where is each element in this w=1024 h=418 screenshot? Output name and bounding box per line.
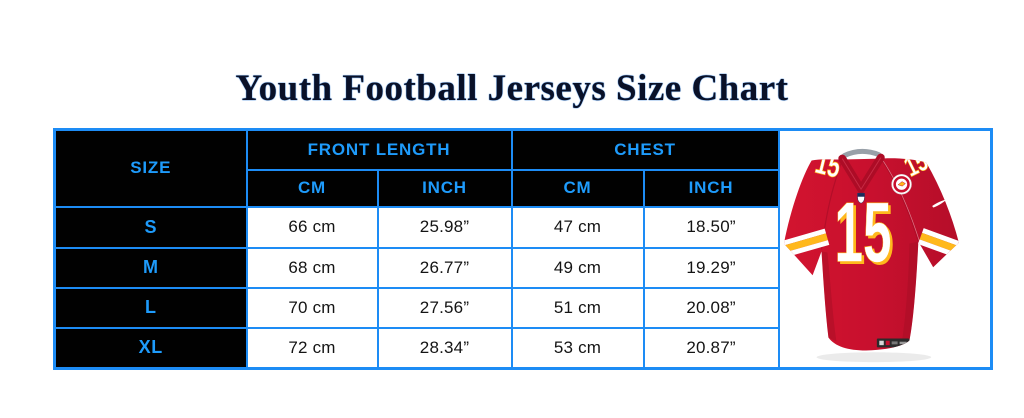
header-front-length: FRONT LENGTH [245, 128, 513, 171]
front-cm-cell: 66 cm [245, 205, 379, 249]
front-inch-cell: 28.34” [376, 326, 513, 370]
size-cell: L [53, 286, 248, 329]
header-row-units: CM INCH CM INCH [55, 168, 992, 208]
back-collar [841, 148, 881, 159]
left-side-shade [821, 251, 836, 342]
chest-cm-cell: 53 cm [510, 326, 645, 370]
chest-cm-cell: 51 cm [510, 286, 645, 329]
chest-inch-cell: 20.87” [642, 326, 780, 370]
chest-inch-cell: 20.08” [642, 286, 780, 329]
size-chart: SIZE FRONT LENGTH CHEST [53, 128, 994, 370]
nike-swoosh-icon [931, 199, 947, 208]
header-front-cm: CM [245, 168, 379, 208]
chest-inch-cell: 18.50” [642, 205, 780, 249]
header-chest-inch: INCH [642, 168, 780, 208]
size-cell: XL [53, 326, 248, 370]
right-seam-piping [881, 159, 920, 243]
chest-cm-cell: 47 cm [510, 205, 645, 249]
chest-cm-cell: 49 cm [510, 246, 645, 289]
collar-inner-edge [841, 157, 881, 191]
header-row-groups: SIZE FRONT LENGTH CHEST [53, 128, 993, 370]
chest-number: 15 [834, 185, 891, 280]
front-cm-cell: 68 cm [245, 246, 379, 289]
front-inch-cell: 27.56” [376, 286, 513, 329]
right-side-shade [901, 241, 918, 344]
header-chest-cm: CM [510, 168, 645, 208]
header-size: SIZE [53, 128, 248, 208]
table-row-l: L 70 cm 27.56” 51 cm 20.08” [53, 286, 992, 329]
nfl-shield-icon [856, 192, 865, 204]
chest-inch-cell: 19.29” [642, 246, 780, 289]
header-front-inch: INCH [376, 168, 513, 208]
front-inch-cell: 25.98” [376, 205, 513, 249]
size-cell: M [53, 246, 248, 289]
chest-number-gold: 15 [836, 188, 893, 283]
team-patch-icon [890, 174, 912, 195]
jersey-illustration: 15 15 15 15 [783, 148, 959, 363]
size-cell: S [53, 205, 248, 249]
jock-tag [876, 338, 909, 348]
table-row-m: M 68 cm 26.77” 49 cm 19.29” [53, 246, 992, 289]
table-row-s: S 66 cm 25.98” 47 cm 18.50” [53, 205, 992, 249]
page-title: Youth Football Jerseys Size Chart [235, 67, 789, 109]
jersey-image: 15 15 15 15 [780, 132, 991, 366]
front-cm-cell: 70 cm [245, 286, 379, 329]
size-chart-table: SIZE FRONT LENGTH CHEST [53, 128, 994, 370]
table-row-xl: XL 72 cm 28.34” 53 cm 20.87” [53, 326, 992, 370]
front-inch-cell: 26.77” [376, 246, 513, 289]
jersey-shadow [816, 352, 931, 363]
front-cm-cell: 72 cm [245, 326, 379, 370]
right-seam [879, 158, 919, 242]
jersey-cell: 15 15 15 15 [777, 128, 993, 370]
header-chest: CHEST [510, 128, 780, 171]
